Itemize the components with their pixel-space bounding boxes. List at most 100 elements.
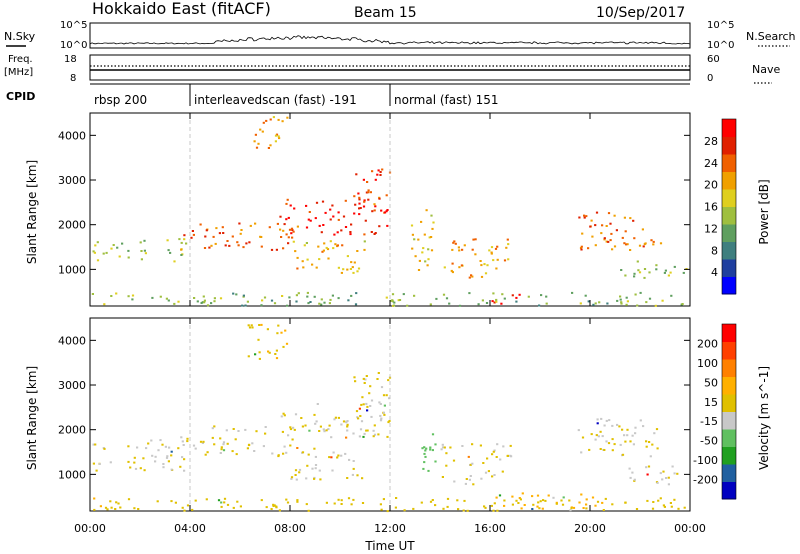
data-cell [276, 222, 279, 225]
data-cell [380, 417, 383, 420]
data-cell [645, 440, 648, 443]
data-cell [420, 501, 423, 504]
data-cell [607, 212, 611, 215]
data-cell [496, 509, 499, 512]
data-cell [137, 508, 140, 510]
data-cell [506, 454, 509, 457]
data-cell [625, 243, 628, 246]
data-cell [503, 504, 506, 507]
data-cell [232, 292, 235, 295]
data-cell [301, 260, 304, 263]
data-cell [174, 501, 177, 504]
data-cell [328, 424, 331, 427]
data-cell [621, 428, 624, 431]
data-cell [237, 244, 240, 247]
data-cell [358, 213, 361, 216]
data-cell [373, 424, 376, 427]
data-cell [139, 467, 142, 470]
data-cell [354, 203, 357, 206]
data-cell [365, 429, 368, 432]
data-cell [490, 246, 494, 249]
power-heatmap: 1000 2000 3000 4000 [58, 113, 690, 307]
data-cell [213, 297, 216, 300]
cpid-label: CPID [6, 90, 35, 103]
data-cell [104, 506, 108, 509]
data-cell [427, 248, 430, 251]
data-cell [648, 271, 651, 274]
data-cell [492, 509, 495, 512]
data-cell [358, 435, 361, 438]
data-cell [568, 499, 571, 502]
data-cell [221, 226, 224, 229]
data-cell [269, 118, 272, 121]
data-cell [156, 500, 159, 503]
data-cell [213, 425, 216, 428]
data-cell [624, 440, 627, 443]
data-cell [620, 302, 623, 305]
data-cell [540, 294, 543, 297]
data-cell [632, 443, 635, 446]
power-colorbar-label: Power [dB] [757, 179, 771, 244]
data-cell [236, 500, 239, 503]
data-cell [285, 202, 288, 205]
data-cell [333, 502, 336, 505]
data-cell [309, 301, 312, 303]
data-cell [94, 244, 97, 247]
data-cell [311, 263, 314, 266]
data-cell [379, 174, 382, 176]
data-cell [616, 299, 619, 302]
data-cell [265, 506, 268, 509]
data-cell [269, 144, 272, 147]
data-cell [631, 434, 634, 437]
data-cell [349, 233, 352, 236]
data-cell [435, 297, 438, 300]
data-cell [129, 466, 132, 469]
data-cell [490, 504, 493, 507]
y-tick-label: 2000 [58, 424, 86, 437]
data-cell [669, 502, 672, 504]
data-cell [327, 428, 330, 431]
data-cell [275, 506, 278, 509]
data-cell [636, 304, 639, 307]
data-cell [653, 432, 656, 435]
data-cell [369, 385, 372, 388]
data-cell [349, 268, 352, 270]
data-cell [395, 497, 398, 499]
data-cell [468, 292, 471, 295]
data-cell [359, 415, 362, 417]
colorbar-swatch [722, 464, 736, 482]
nsky-trace [89, 35, 691, 45]
data-cell [296, 225, 299, 228]
data-cell [595, 434, 598, 437]
data-cell [477, 303, 480, 306]
data-cell [327, 257, 330, 260]
data-cell [331, 204, 334, 207]
data-cell [355, 173, 358, 176]
colorbar-tick-label: 24 [704, 157, 718, 170]
data-cell [451, 271, 454, 274]
data-cell [192, 444, 196, 447]
data-cell [480, 477, 483, 480]
data-cell [531, 495, 534, 498]
data-cell [386, 224, 389, 227]
data-cell [154, 455, 157, 458]
data-cell [431, 499, 434, 501]
data-cell [482, 462, 485, 464]
data-cell [585, 503, 588, 506]
data-cell [461, 248, 464, 251]
data-cell [287, 242, 290, 245]
data-cell [663, 505, 666, 508]
data-cell [203, 299, 206, 302]
data-cell [667, 483, 670, 486]
data-cell [290, 227, 294, 230]
data-cell [498, 494, 502, 497]
data-cell [185, 242, 188, 245]
data-cell [264, 432, 267, 435]
data-cell [282, 345, 285, 348]
data-cell [344, 226, 348, 228]
velocity-colorbar-label: Velocity [m s^-1] [757, 366, 771, 470]
colorbar-swatch [722, 206, 736, 225]
data-cell [621, 236, 624, 239]
data-cell [282, 452, 285, 455]
